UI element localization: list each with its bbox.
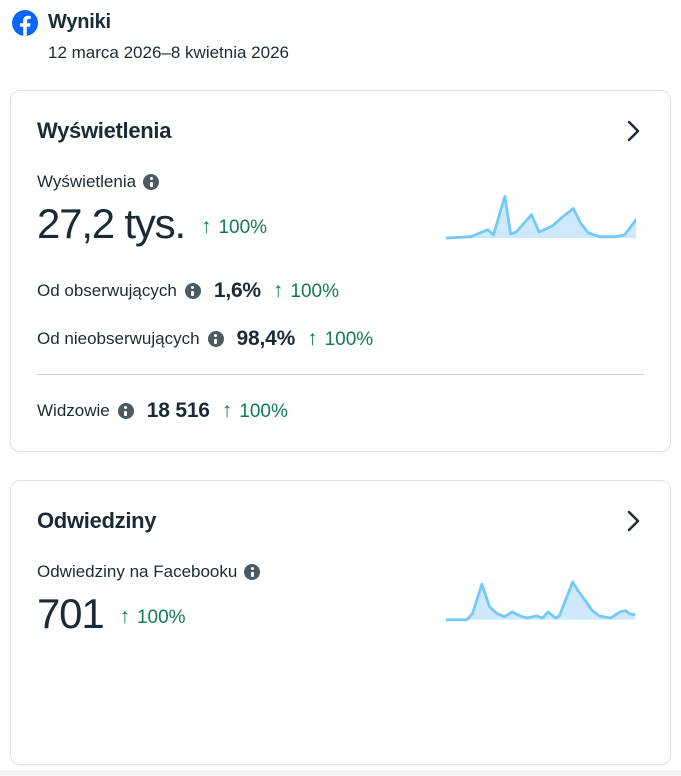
non-followers-metric-row: Od nieobserwujących 98,4% ↑ 100% bbox=[37, 325, 644, 353]
followers-metric-label: Od obserwujących bbox=[37, 281, 177, 300]
visits-trend-value: 100% bbox=[136, 607, 186, 628]
visits-primary-row: 701 ↑ 100% bbox=[37, 589, 644, 639]
views-card[interactable]: Wyświetlenia Wyświetlenia 27,2 tys. ↑ 10… bbox=[10, 90, 671, 452]
non-followers-metric-value: 98,4% bbox=[236, 327, 296, 350]
info-icon[interactable] bbox=[207, 331, 224, 347]
page-header: Wyniki 12 marca 2026–8 kwietnia 2026 bbox=[0, 0, 681, 64]
views-card-header: Wyświetlenia bbox=[37, 117, 644, 145]
visits-card-header: Odwiedziny bbox=[37, 507, 644, 535]
non-followers-trend-value: 100% bbox=[324, 328, 374, 350]
arrow-up-icon: ↑ bbox=[272, 278, 284, 302]
views-trend: ↑ 100% bbox=[201, 215, 267, 249]
viewers-metric-row: Widzowie 18 516 ↑ 100% bbox=[37, 397, 644, 425]
followers-metric-row: Od obserwujących 1,6% ↑ 100% bbox=[37, 277, 644, 305]
viewers-metric-label: Widzowie bbox=[37, 401, 110, 420]
visits-card[interactable]: Odwiedziny Odwiedziny na Facebooku 701 ↑… bbox=[10, 480, 671, 765]
viewers-trend-value: 100% bbox=[239, 400, 288, 422]
arrow-up-icon: ↑ bbox=[119, 605, 130, 628]
page-title: Wyniki bbox=[48, 11, 111, 33]
arrow-up-icon: ↑ bbox=[307, 326, 318, 350]
views-primary-row: 27,2 tys. ↑ 100% bbox=[37, 199, 644, 249]
info-icon[interactable] bbox=[117, 403, 134, 419]
visits-card-chevron-button[interactable] bbox=[623, 508, 644, 534]
followers-metric-value: 1,6% bbox=[213, 279, 261, 302]
info-icon[interactable] bbox=[184, 283, 201, 299]
followers-trend-value: 100% bbox=[290, 280, 340, 302]
card-divider bbox=[37, 374, 644, 375]
views-card-title: Wyświetlenia bbox=[37, 118, 172, 143]
arrow-up-icon: ↑ bbox=[221, 398, 233, 422]
info-icon[interactable] bbox=[143, 174, 160, 190]
visits-value: 701 bbox=[37, 590, 105, 637]
views-card-chevron-button[interactable] bbox=[623, 118, 644, 144]
visits-metric-label: Odwiedziny na Facebooku bbox=[37, 562, 238, 581]
arrow-up-icon: ↑ bbox=[200, 215, 212, 238]
views-metric-label: Wyświetlenia bbox=[37, 172, 137, 191]
visits-trend: ↑ 100% bbox=[119, 605, 185, 639]
chevron-right-icon bbox=[627, 120, 640, 142]
visits-card-title: Odwiedziny bbox=[37, 508, 157, 533]
page-bottom-strip bbox=[0, 770, 681, 776]
viewers-metric-trend: ↑ 100% bbox=[222, 399, 288, 424]
views-value: 27,2 tys. bbox=[37, 200, 186, 247]
views-trend-value: 100% bbox=[218, 217, 268, 238]
chevron-right-icon bbox=[627, 510, 640, 532]
date-range: 12 marca 2026–8 kwietnia 2026 bbox=[48, 43, 289, 62]
followers-metric-trend: ↑ 100% bbox=[273, 279, 339, 304]
info-icon[interactable] bbox=[244, 564, 261, 580]
visits-metric-label-row: Odwiedziny na Facebooku bbox=[37, 561, 644, 583]
non-followers-metric-trend: ↑ 100% bbox=[307, 327, 373, 352]
viewers-metric-value: 18 516 bbox=[146, 399, 210, 422]
views-metric-label-row: Wyświetlenia bbox=[37, 171, 644, 193]
facebook-logo-icon bbox=[12, 10, 38, 36]
header-text: Wyniki 12 marca 2026–8 kwietnia 2026 bbox=[48, 9, 289, 64]
visits-sparkline bbox=[446, 578, 635, 622]
views-sparkline bbox=[446, 193, 636, 240]
non-followers-metric-label: Od nieobserwujących bbox=[37, 329, 200, 348]
